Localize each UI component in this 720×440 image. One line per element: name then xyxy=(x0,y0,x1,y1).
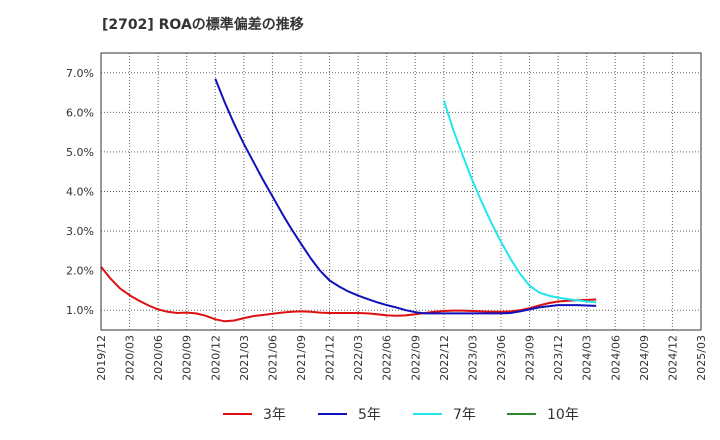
x-tick-label: 2022/12 xyxy=(438,335,451,381)
y-tick-label: 3.0% xyxy=(66,225,94,238)
x-tick-label: 2022/03 xyxy=(352,335,365,381)
chart-title: [2702] ROAの標準偏差の推移 xyxy=(102,16,304,33)
y-axis: 1.0% 2.0% 3.0% 4.0% 5.0% 6.0% 7.0% xyxy=(66,67,94,317)
x-tick-label: 2021/12 xyxy=(324,335,337,381)
x-tick-label: 2023/06 xyxy=(495,335,508,381)
series-lines xyxy=(100,78,597,323)
legend: 3年 5年 7年 10年 xyxy=(223,407,579,423)
y-tick-label: 2.0% xyxy=(66,265,94,278)
x-tick-label: 2024/06 xyxy=(609,335,622,381)
legend-label-7年: 7年 xyxy=(453,407,476,423)
series-line-7年 xyxy=(442,100,597,304)
y-tick-label: 1.0% xyxy=(66,304,94,317)
x-tick-label: 2020/03 xyxy=(124,335,137,381)
series-line-3年 xyxy=(100,266,597,323)
x-tick-label: 2020/09 xyxy=(181,335,194,381)
x-tick-label: 2020/12 xyxy=(209,335,222,381)
legend-label-3年: 3年 xyxy=(263,407,286,423)
legend-label-10年: 10年 xyxy=(547,407,579,423)
x-tick-label: 2020/06 xyxy=(152,335,165,381)
x-axis: 2019/12 2020/03 2020/06 2020/09 2020/12 2021/… xyxy=(95,335,708,381)
x-tick-label: 2022/06 xyxy=(381,335,394,381)
series-line-5年 xyxy=(214,78,597,315)
x-tick-label: 2021/06 xyxy=(266,335,279,381)
x-tick-label: 2024/03 xyxy=(581,335,594,381)
x-tick-label: 2021/03 xyxy=(238,335,251,381)
y-tick-label: 7.0% xyxy=(66,67,94,80)
x-tick-label: 2023/03 xyxy=(466,335,479,381)
x-tick-label: 2023/09 xyxy=(524,335,537,381)
legend-label-5年: 5年 xyxy=(358,407,381,423)
x-tick-label: 2024/12 xyxy=(666,335,679,381)
y-tick-label: 6.0% xyxy=(66,106,94,119)
x-tick-label: 2023/12 xyxy=(552,335,565,381)
x-tick-label: 2019/12 xyxy=(95,335,108,381)
x-tick-label: 2021/09 xyxy=(295,335,308,381)
y-tick-label: 5.0% xyxy=(66,146,94,159)
plot-frame xyxy=(100,52,702,331)
x-tick-label: 2022/09 xyxy=(409,335,422,381)
x-tick-label: 2024/09 xyxy=(638,335,651,381)
x-tick-label: 2025/03 xyxy=(695,335,708,381)
y-tick-label: 4.0% xyxy=(66,186,94,199)
grid-lines xyxy=(101,53,701,330)
